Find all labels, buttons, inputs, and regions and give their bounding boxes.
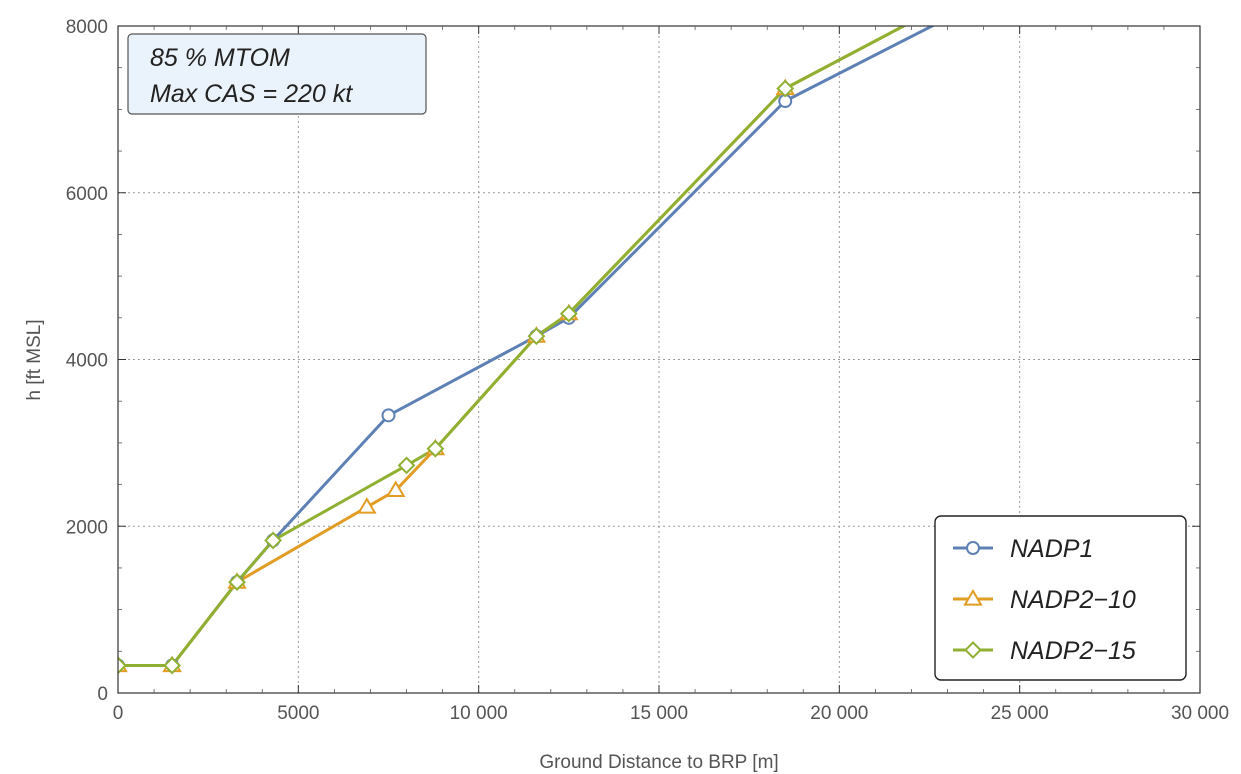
x-tick-label: 0 xyxy=(113,703,124,724)
data-point-3-diamond xyxy=(426,439,445,458)
y-tick-label: 0 xyxy=(97,684,108,705)
y-tick-label: 8000 xyxy=(66,17,108,38)
marker-layer xyxy=(118,78,795,675)
data-point-2-triangle xyxy=(357,497,377,514)
legend-marker-1 xyxy=(966,541,980,555)
annotation-line-2: Max CAS = 220 kt xyxy=(150,80,353,108)
legend-marker-3 xyxy=(964,641,982,659)
legend: NADP1 NADP2−10 NADP2−15 xyxy=(934,515,1187,681)
x-axis-label: Ground Distance to BRP [m] xyxy=(539,752,778,773)
annotation-line-1: 85 % MTOM xyxy=(150,44,290,72)
data-point-3-diamond xyxy=(527,327,546,346)
data-point-3-diamond xyxy=(264,531,283,550)
data-point-3-diamond xyxy=(559,304,578,323)
x-tick-label: 15 000 xyxy=(630,703,688,724)
y-axis-label: h [ft MSL] xyxy=(24,319,45,400)
y-tick-label: 6000 xyxy=(66,184,108,205)
legend-label-2: NADP2−10 xyxy=(1010,586,1136,614)
y-tick-label: 2000 xyxy=(66,517,108,538)
data-point-3-diamond xyxy=(118,656,127,675)
data-point-3-diamond xyxy=(163,656,182,675)
data-point-3-diamond xyxy=(397,456,416,475)
annotation-box: 85 % MTOM Max CAS = 220 kt xyxy=(127,33,427,115)
y-tick-label: 4000 xyxy=(66,351,108,372)
series-line-3-diamond xyxy=(118,26,907,667)
data-point-1-circle xyxy=(381,408,396,423)
data-point-3-diamond xyxy=(776,79,795,98)
x-tick-label: 25 000 xyxy=(991,703,1049,724)
x-tick-label: 30 000 xyxy=(1171,703,1229,724)
ticks xyxy=(117,25,1201,694)
annotation-box-frame xyxy=(127,33,427,115)
legend-marker-2 xyxy=(963,589,983,606)
x-tick-label: 10 000 xyxy=(450,703,508,724)
data-point-2-triangle xyxy=(385,480,406,497)
tick-labels: 0 5000 10 000 15 000 20 000 25 000 30 000 0 2000… xyxy=(66,17,1229,724)
legend-label-3: NADP2−15 xyxy=(1010,637,1136,665)
x-tick-label: 5000 xyxy=(277,703,319,724)
data-point-3-diamond xyxy=(228,573,246,592)
legend-label-1: NADP1 xyxy=(1010,535,1093,563)
legend-frame xyxy=(934,515,1187,681)
x-tick-label: 20 000 xyxy=(810,703,868,724)
